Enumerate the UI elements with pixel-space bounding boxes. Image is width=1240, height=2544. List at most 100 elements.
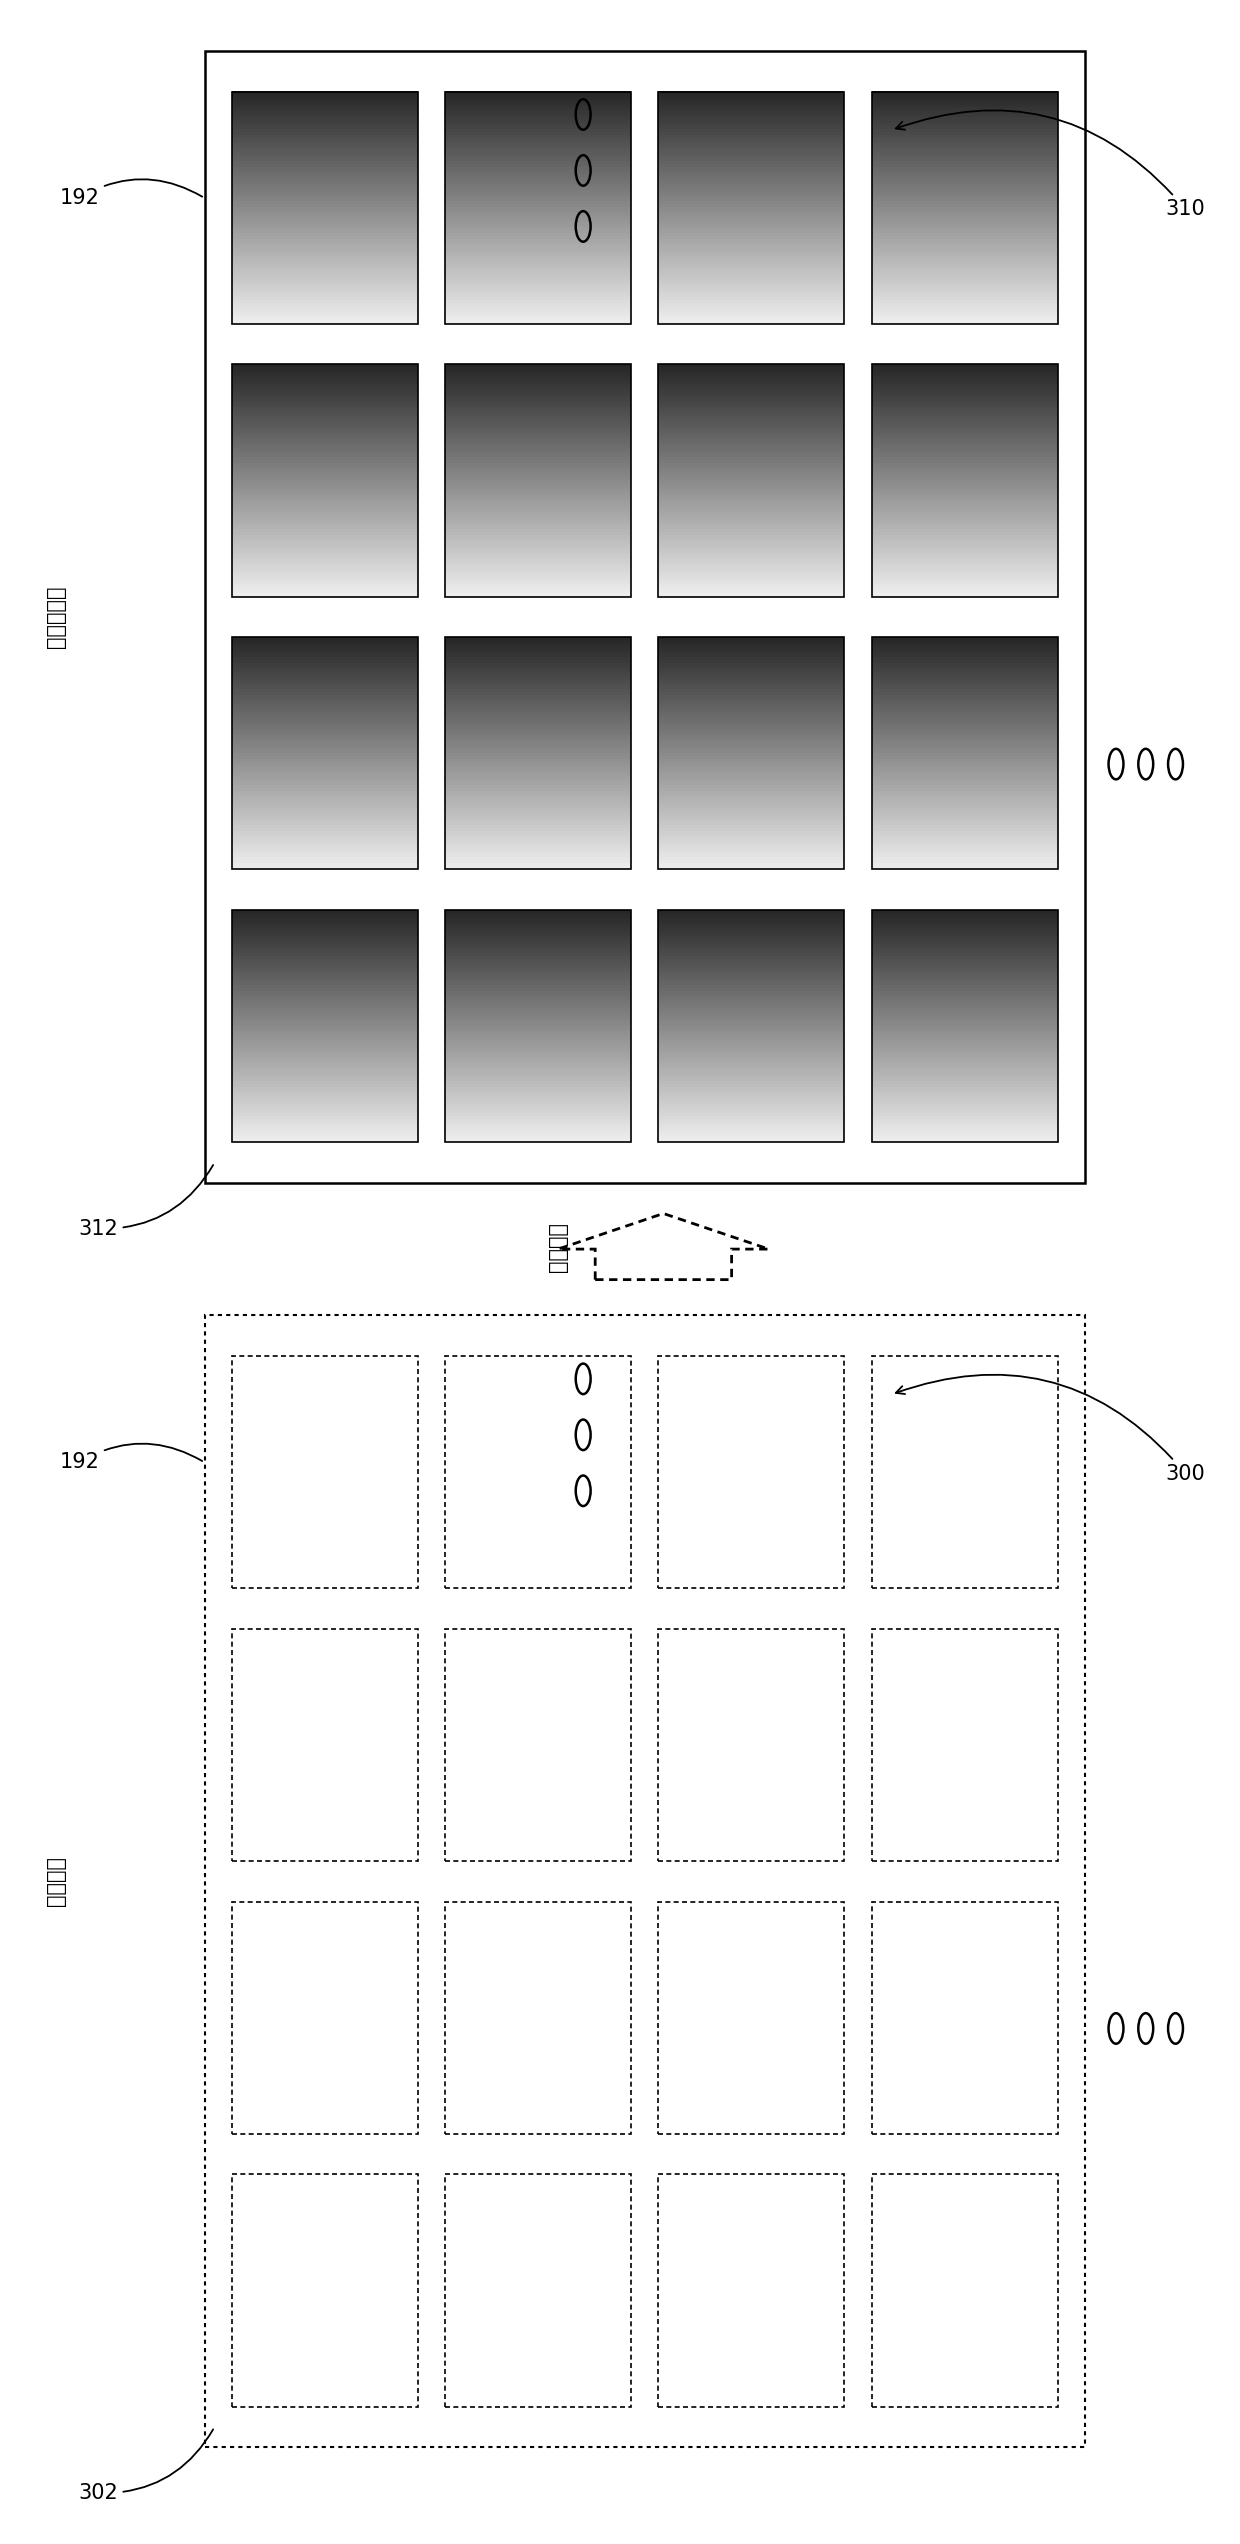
Bar [658,588,844,590]
Bar [445,494,631,499]
Bar [445,1020,631,1023]
Bar [232,550,418,552]
Bar [445,651,631,654]
Bar [445,519,631,522]
Bar [658,555,844,560]
Bar [445,471,631,476]
Bar [232,636,418,641]
Bar [232,542,418,544]
Bar [232,916,418,918]
Bar [232,593,418,595]
Bar [872,728,1058,730]
Bar [232,1015,418,1018]
Bar [872,712,1058,715]
Bar [232,695,418,697]
Bar [232,974,418,977]
Bar [445,369,631,374]
Bar [232,221,418,224]
Bar [232,957,418,959]
Bar [872,242,1058,244]
Bar [445,712,631,715]
Bar [658,198,844,201]
Bar [872,450,1058,455]
Bar [872,1086,1058,1089]
Bar [658,471,844,476]
Bar [445,997,631,1000]
Bar [232,829,418,832]
Text: 192: 192 [60,178,202,209]
Bar [232,425,418,427]
Bar [445,555,631,560]
Bar [445,130,631,132]
Bar [445,776,631,778]
Bar [872,366,1058,371]
Bar [445,789,631,791]
Bar [658,951,844,954]
Bar [232,689,418,692]
Bar [232,773,418,776]
Bar [445,214,631,216]
Bar [445,636,631,641]
Bar [872,206,1058,211]
Text: 高光谱模式: 高光谱模式 [46,585,66,649]
Bar [872,1015,1058,1018]
Bar [445,987,631,992]
Bar [872,379,1058,382]
Bar [658,377,844,379]
Bar [872,315,1058,318]
Bar [232,669,418,672]
Bar [872,570,1058,572]
Bar [872,181,1058,186]
Bar [658,954,844,957]
Bar [445,593,631,595]
Bar [658,450,844,455]
Bar [445,366,631,371]
Bar [658,1102,844,1104]
Bar [445,865,631,870]
Bar [872,483,1058,486]
Bar [232,1018,418,1020]
Bar [232,206,418,211]
Bar [232,460,418,463]
Bar [445,534,631,539]
Bar [658,542,844,544]
Bar [658,478,844,481]
Bar [658,1107,844,1109]
Bar [445,852,631,855]
Bar [232,781,418,786]
Bar [445,585,631,588]
Bar [232,287,418,293]
Bar [658,1903,844,2134]
Bar [445,913,631,916]
Bar [658,799,844,804]
Bar [445,1002,631,1005]
Bar [445,557,631,562]
Bar [232,733,418,735]
Bar [872,962,1058,964]
Bar [445,412,631,417]
Bar [232,412,418,417]
Bar [445,466,631,468]
Bar [872,1130,1058,1135]
Bar [445,265,631,270]
Bar [232,97,418,99]
Bar [872,404,1058,407]
Bar [445,1038,631,1040]
Bar [445,567,631,570]
Bar [232,399,418,402]
Bar [232,443,418,445]
Bar [232,1010,418,1015]
Bar [445,985,631,990]
Bar [872,371,1058,377]
Bar [232,1096,418,1099]
Bar [445,443,631,445]
Bar [232,135,418,137]
Bar [872,282,1058,285]
Bar [658,193,844,196]
Bar [658,575,844,580]
Bar [658,857,844,860]
Bar [445,379,631,382]
Bar [658,1079,844,1081]
Bar [658,298,844,300]
Bar [658,913,844,916]
